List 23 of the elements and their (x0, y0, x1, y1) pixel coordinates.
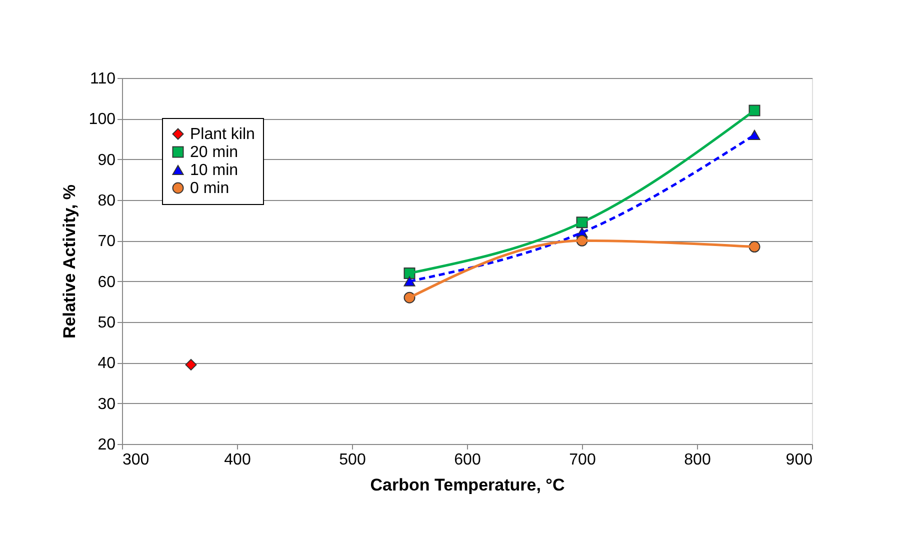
x-tick-label: 400 (224, 452, 251, 468)
legend-label: 20 min (190, 144, 238, 161)
legend-label: 10 min (190, 162, 238, 179)
x-tick-label: 500 (339, 452, 366, 468)
legend-label: 0 min (190, 180, 230, 197)
legend-label: Plant kiln (190, 126, 255, 143)
x-tick-label: 300 (122, 452, 150, 468)
y-tick-label: 30 (98, 396, 116, 413)
y-tick-label: 90 (98, 152, 116, 169)
x-tick-label: 800 (684, 452, 711, 468)
x-axis-title: Carbon Temperature, °C (370, 476, 565, 494)
x-tick-label: 900 (786, 452, 813, 468)
y-tick-label: 110 (90, 70, 116, 88)
y-axis-title: Relative Activity, % (60, 184, 79, 339)
y-tick-label: 20 (98, 436, 116, 454)
y-tick-label: 70 (98, 233, 116, 250)
y-tick-label: 40 (98, 355, 116, 372)
y-tick-label: 100 (88, 111, 116, 128)
y-tick-label: 60 (98, 274, 116, 291)
y-tick-label: 80 (98, 192, 116, 210)
x-tick-label: 600 (454, 452, 481, 468)
y-tick-label: 50 (98, 314, 116, 332)
x-tick-label: 700 (569, 452, 596, 468)
